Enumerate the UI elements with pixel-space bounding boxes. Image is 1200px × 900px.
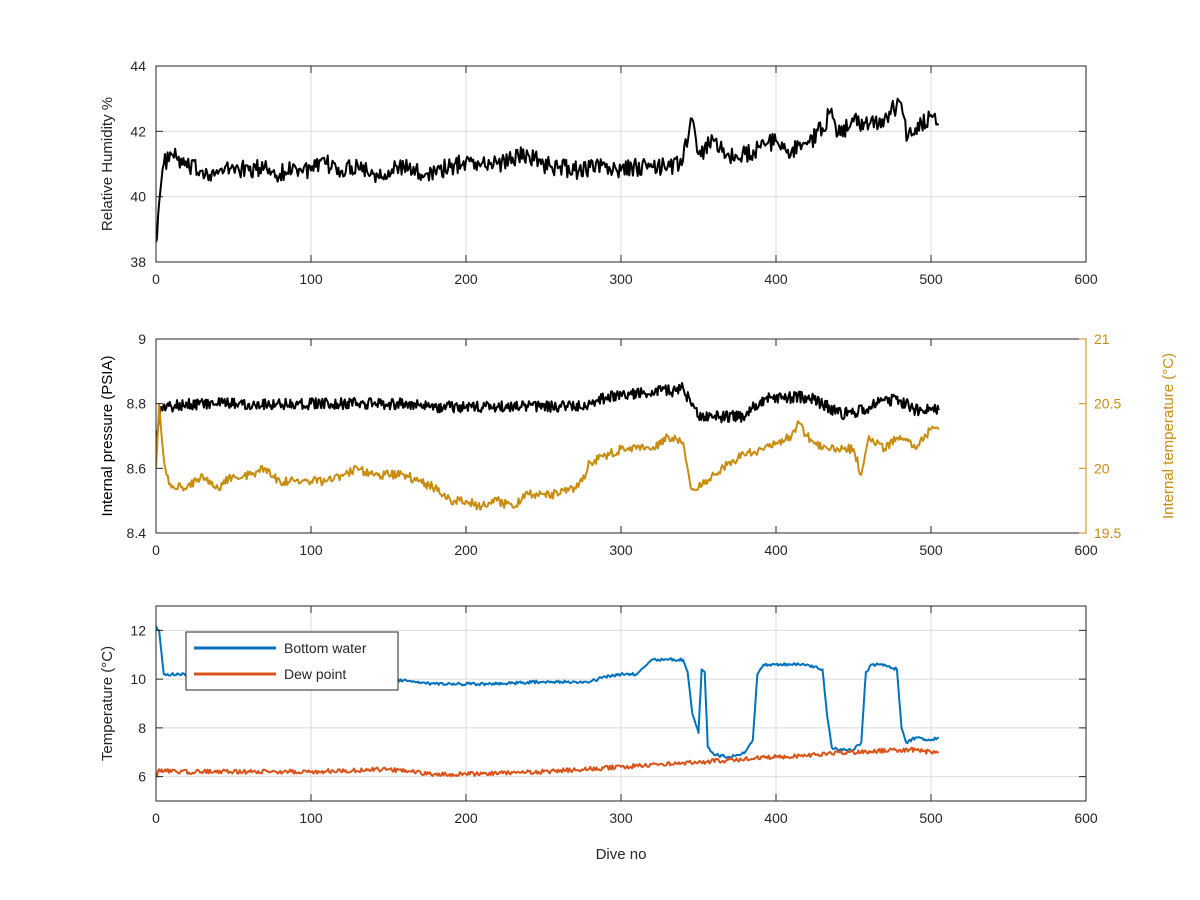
series-line-2-1 [156,382,940,443]
y-tick-label: 44 [130,58,146,74]
x-tick-label: 100 [299,271,323,287]
x-tick-label: 400 [764,810,788,826]
series-line-1-1 [156,97,940,243]
x-tick-label: 600 [1074,542,1098,558]
y-right-tick-label: 21 [1094,331,1110,347]
x-tick-label: 400 [764,542,788,558]
y-tick-label: 8.4 [127,525,147,541]
panel-1: 0 100 200 300 400 500 600 38 40 42 44 Relative Humi… [99,58,1098,287]
x-tick-label: 400 [764,271,788,287]
x-tick-label: 500 [919,810,943,826]
x-tick-label: 500 [919,542,943,558]
y-tick-label: 8.8 [127,396,147,412]
y-right-tick-label: 20.5 [1094,396,1121,412]
x-tick-label: 100 [299,542,323,558]
y-tick-label: 8 [138,720,146,736]
y-tick-label: 8.6 [127,460,147,476]
y-tick-label: 6 [138,769,146,785]
x-tick-label: 0 [152,542,160,558]
series-line-2-2 [156,402,940,511]
x-tick-label: 300 [609,271,633,287]
panel-2: 0 100 200 300 400 500 600 8.4 8.6 8.8 9 19.5 20 20.5 2… [99,331,1177,558]
y-tick-label: 40 [130,189,146,205]
x-tick-label: 300 [609,810,633,826]
x-tick-label: 200 [454,271,478,287]
plot-area [156,339,1086,533]
y-right-tick-label: 19.5 [1094,525,1121,541]
x-tick-label: 600 [1074,810,1098,826]
y-right-axis-label: Internal temperature (°C) [1160,353,1177,519]
y-right-tick-label: 20 [1094,460,1110,476]
x-tick-label: 0 [152,271,160,287]
x-tick-label: 200 [454,542,478,558]
x-tick-label: 500 [919,271,943,287]
y-axis-label: Internal pressure (PSIA) [99,356,116,517]
legend-label: Bottom water [284,640,367,656]
x-tick-label: 300 [609,542,633,558]
y-tick-label: 10 [130,671,146,687]
y-axis-label: Temperature (°C) [99,646,116,761]
legend: Bottom water Dew point [185,631,399,691]
x-axis-label: Dive no [596,846,647,863]
x-tick-label: 200 [454,810,478,826]
x-tick-label: 600 [1074,271,1098,287]
series-line-dew-point [156,746,939,778]
y-tick-label: 38 [130,254,146,270]
y-tick-label: 42 [130,123,146,139]
y-tick-label: 12 [130,622,146,638]
x-tick-label: 0 [152,810,160,826]
x-tick-label: 100 [299,810,323,826]
panel-3: 0 100 200 300 400 500 600 6 8 10 12 Temperature (°C… [99,605,1098,863]
legend-label: Dew point [284,666,346,682]
legend-box [185,631,399,691]
y-axis-label: Relative Humidity % [99,97,116,231]
y-tick-label: 9 [138,331,146,347]
